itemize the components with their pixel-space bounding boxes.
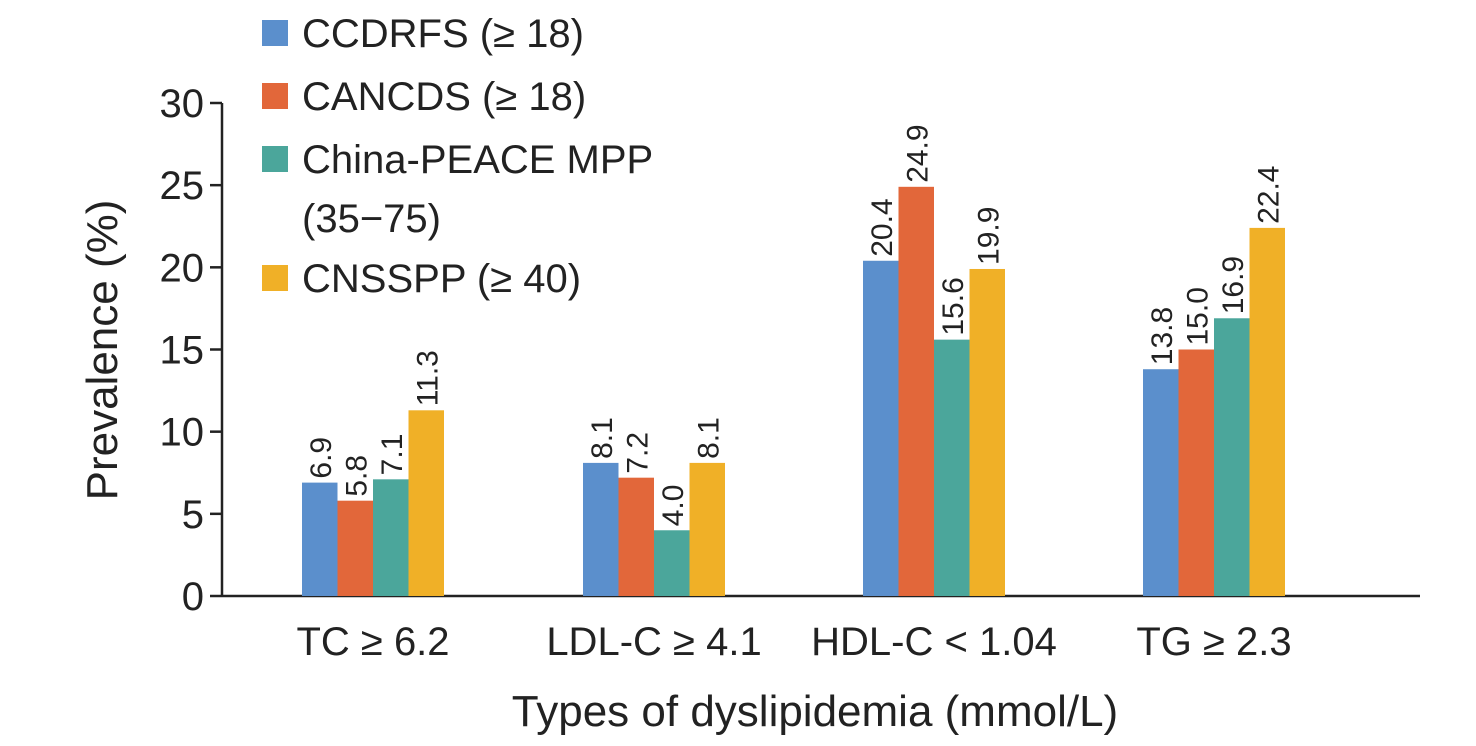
bar-ccdrfs-18-hdl-c-1-04 [863, 260, 899, 596]
y-tick-label: 10 [160, 411, 205, 455]
bar-cancds-18-tc-6-2 [337, 500, 373, 596]
x-category-label: LDL-C ≥ 4.1 [546, 620, 761, 664]
bar-cancds-18-tg-2-3 [1178, 349, 1214, 596]
x-category-label: HDL-C < 1.04 [811, 620, 1057, 664]
legend-label: CCDRFS (≥ 18) [302, 12, 584, 56]
data-label: 19.9 [972, 207, 1005, 265]
bar-ccdrfs-18-tg-2-3 [1143, 369, 1179, 596]
y-tick-label: 0 [182, 575, 204, 619]
data-label: 7.2 [621, 432, 654, 474]
legend-swatch-ccdrfs-18 [262, 20, 288, 46]
data-label: 24.9 [901, 124, 934, 182]
data-label: 13.8 [1146, 307, 1179, 365]
y-tick-label: 15 [160, 329, 205, 373]
y-tick-label: 20 [160, 246, 205, 290]
legend-label: (35−75) [302, 197, 441, 241]
data-label: 8.1 [586, 417, 619, 459]
category-labels: TC ≥ 6.2 LDL-C ≥ 4.1 HDL-C < 1.04 TG ≥ 2.3 [296, 620, 1291, 664]
bar-china-peace-mpp-35-75-hdl-c-1-04 [934, 339, 970, 596]
legend-swatch-cnsspp-40 [262, 265, 288, 291]
data-label: 15.6 [937, 277, 970, 335]
data-label: 22.4 [1252, 166, 1285, 224]
bars [302, 186, 1285, 597]
x-category-label: TC ≥ 6.2 [296, 620, 449, 664]
legend-swatch-china-peace-mpp-35-75 [262, 146, 288, 172]
y-axis-title: Prevalence (%) [78, 200, 127, 501]
y-tick-label: 30 [160, 82, 205, 126]
data-label: 16.9 [1217, 256, 1250, 314]
data-label: 20.4 [866, 198, 899, 256]
bar-china-peace-mpp-35-75-ldl-c-4-1 [654, 530, 690, 596]
bar-cancds-18-hdl-c-1-04 [898, 186, 934, 596]
y-tick-label: 5 [182, 493, 204, 537]
legend-swatch-cancds-18 [262, 83, 288, 109]
data-label: 8.1 [692, 417, 725, 459]
legend-label: China-PEACE MPP [302, 138, 653, 182]
x-axis-title: Types of dyslipidemia (mmol/L) [512, 687, 1118, 736]
bar-ccdrfs-18-ldl-c-4-1 [583, 462, 619, 596]
data-label: 6.9 [305, 437, 338, 479]
legend-label: CANCDS (≥ 18) [302, 75, 586, 119]
data-labels: 6.9 5.87.111.38.1 7.24.08.120.424.915.619.… [305, 124, 1286, 526]
data-label: 7.1 [376, 434, 409, 476]
data-label: 15.0 [1181, 287, 1214, 345]
bar-ccdrfs-18-tc-6-2 [302, 482, 338, 596]
bar-cnsspp-40-hdl-c-1-04 [969, 268, 1005, 596]
bar-cnsspp-40-tc-6-2 [408, 410, 444, 596]
bar-china-peace-mpp-35-75-tg-2-3 [1214, 318, 1250, 596]
x-category-label: TG ≥ 2.3 [1136, 620, 1291, 664]
data-label: 4.0 [657, 485, 690, 527]
y-ticks: 0 5 10 15 20 25 30 [160, 82, 222, 619]
data-label: 11.3 [411, 350, 444, 406]
legend: CCDRFS (≥ 18) CANCDS (≥ 18) China-PEACE MP… [262, 12, 653, 301]
bar-china-peace-mpp-35-75-tc-6-2 [373, 479, 409, 596]
bar-cnsspp-40-tg-2-3 [1249, 227, 1285, 597]
legend-label: CNSSPP (≥ 40) [302, 257, 581, 301]
y-tick-label: 25 [160, 164, 205, 208]
data-label: 5.8 [340, 455, 373, 497]
bar-cancds-18-ldl-c-4-1 [618, 477, 654, 596]
bar-cnsspp-40-ldl-c-4-1 [689, 462, 725, 596]
